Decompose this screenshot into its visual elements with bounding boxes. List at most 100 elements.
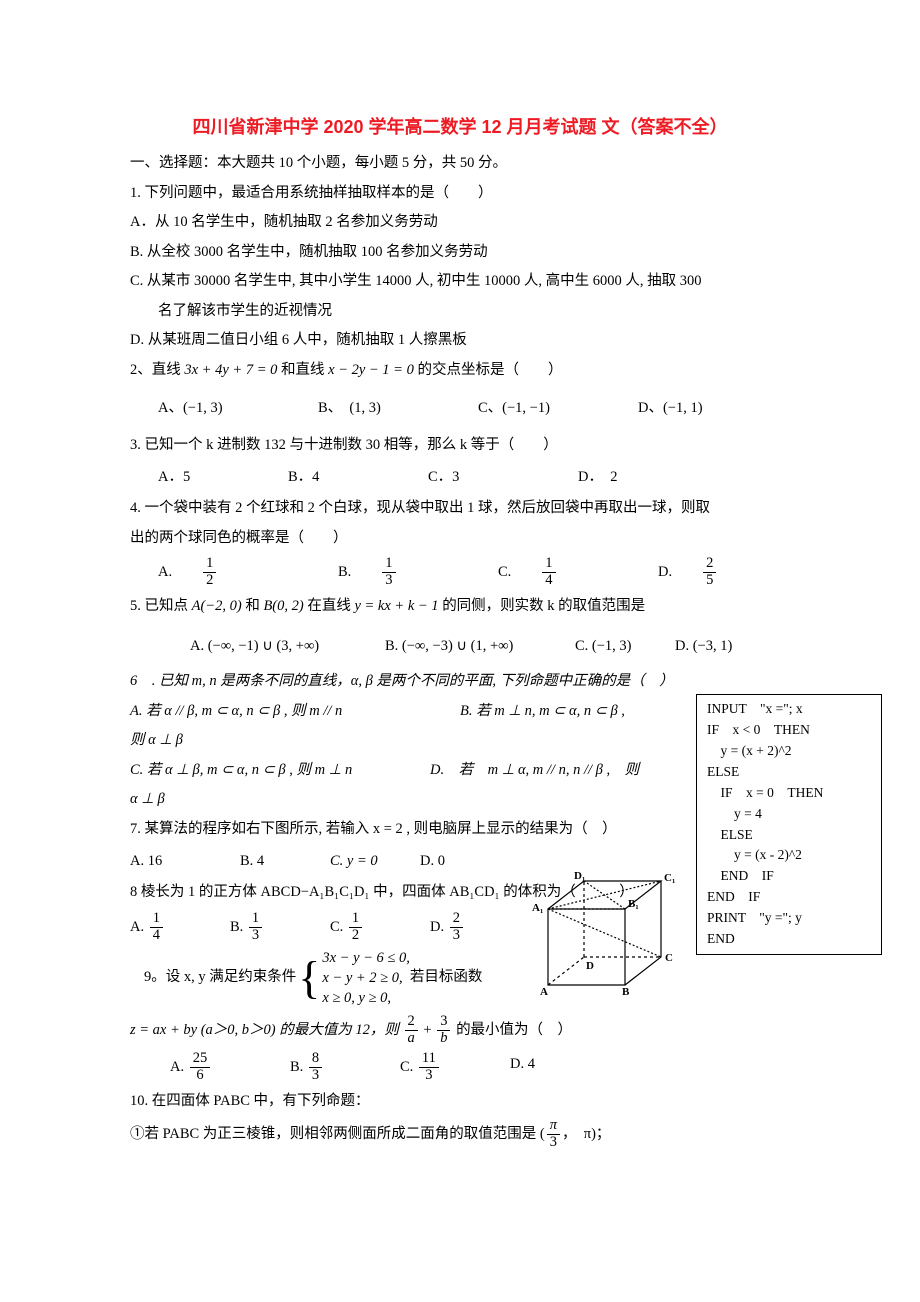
q4-A-den: 2 [203,573,216,589]
cube-label-D1: D₁ [574,870,585,882]
cube-label-A: A [540,986,548,998]
q5-m1: 和 [242,598,264,614]
q8-D-l: D. [430,918,444,934]
q5-opt-B: B. (−∞, −3) ∪ (1, +∞) [385,633,575,661]
q9-f2n: 3 [437,1014,450,1031]
q9-b: 若目标函数 [410,964,483,992]
cube-label-A1: A₁ [532,902,543,914]
q5-stem: 5. 已知点 A(−2, 0) 和 B(0, 2) 在直线 y = kx + k… [130,593,790,621]
q5-pA: A(−2, 0) [192,598,242,614]
q7-options: A. 16 B. 4 C. y = 0 D. 0 [130,848,790,876]
q4-A-label: A. [158,564,172,580]
q9-opt-C: C. 113 [400,1051,510,1084]
q9-f1n: 2 [405,1014,418,1031]
q9-constraints: 3x − y − 6 ≤ 0, x − y + 2 ≥ 0, x ≥ 0, y … [322,948,410,1009]
q3-options: A．5 B．4 C．3 D． 2 [158,464,790,492]
q8-B-l: B. [230,918,243,934]
code-l1: INPUT "x ="; x [707,699,877,720]
q8-opt-D: D. 23 [430,911,465,944]
q4-opt-C: C. 14 [498,556,658,589]
q1-stem: 1. 下列问题中，最适合用系统抽样抽取样本的是（ ） [130,180,790,208]
q4-D-den: 5 [703,573,716,589]
cube-label-C1: C₁ [664,872,675,884]
q10-pd: 3 [547,1135,560,1151]
cube-label-D: D [586,960,594,972]
q9-l2b: 的最小值为（ ） [452,1022,572,1038]
q1-opt-D: D. 从某班周二值日小组 6 人中，随机抽取 1 人擦黑板 [130,327,790,355]
q1-opt-C-cont: 名了解该市学生的近视情况 [130,298,790,326]
q9-r3: x ≥ 0, y ≥ 0, [322,988,410,1008]
q9-stem: 9。设 x, y 满足约束条件 { 3x − y − 6 ≤ 0, x − y … [144,948,790,1009]
q4-D-num: 2 [703,556,716,573]
code-l2: IF x < 0 THEN [707,720,877,741]
q9-options: A. 256 B. 83 C. 113 D. 4 [170,1051,790,1084]
q5-opt-A: A. (−∞, −1) ∪ (3, +∞) [190,633,385,661]
q9-r2: x − y + 2 ≥ 0, [322,968,410,988]
code-l9: END IF [707,866,877,887]
q4-C-label: C. [498,564,511,580]
q2-opt-D: D、(−1, 1) [638,395,703,423]
cube-label-B1: B₁ [628,898,639,910]
q6-row-AB: A. 若 α // β, m ⊂ α, n ⊂ β , 则 m // n B. … [130,698,790,726]
q8-opt-B: B. 13 [230,911,330,944]
q6-opt-B: B. 若 m ⊥ n, m ⊂ α, n ⊂ β , [460,698,625,726]
q9-f2d: b [437,1031,450,1047]
q7-opt-B: B. 4 [240,848,330,876]
q9-a: 9。设 x, y 满足约束条件 [144,964,296,992]
page-title: 四川省新津中学 2020 学年高二数学 12 月月考试题 文（答案不全） [130,110,790,144]
q7-opt-D: D. 0 [420,848,445,876]
q9-A-d: 6 [190,1068,211,1084]
q6-opt-D2: α ⊥ β [130,786,790,814]
q2-opt-B: B、 (1, 3) [318,395,478,423]
q4-C-den: 4 [542,573,555,589]
q9-B-l: B. [290,1059,303,1075]
q6-opt-C: C. 若 α ⊥ β, m ⊂ α, n ⊂ β , 则 m ⊥ n [130,757,430,785]
q4-A-num: 1 [203,556,216,573]
q8-opt-A: A. 14 [130,911,230,944]
q8-B-n: 1 [249,911,262,928]
q4-opt-B: B. 13 [338,556,498,589]
q9-r1: 3x − y − 6 ≤ 0, [322,948,410,968]
q6-opt-D: D. 若 m ⊥ α, m // n, n // β , 则 [430,757,639,785]
code-l12: END [707,929,877,950]
code-l8: y = (x - 2)^2 [707,845,877,866]
code-l6: y = 4 [707,804,877,825]
q8-D-d: 3 [450,928,463,944]
q2-eq2: x − 2y − 1 = 0 [328,362,414,378]
q4-B-label: B. [338,564,351,580]
q5-opt-C: C. (−1, 3) [575,633,675,661]
exam-page: 四川省新津中学 2020 学年高二数学 12 月月考试题 文（答案不全） 一、选… [0,0,920,1193]
q4-opt-D: D. 25 [658,556,718,589]
cube-label-C: C [665,952,673,964]
q10-p1: ①若 PABC 为正三棱锥，则相邻两侧面所成二面角的取值范围是 (π3， π)； [130,1118,790,1151]
q5-b: 的同侧，则实数 k 的取值范围是 [439,598,646,614]
q8-A-d: 4 [150,928,163,944]
q9-C-n: 11 [419,1051,439,1068]
q4-stem: 4. 一个袋中装有 2 个红球和 2 个白球，现从袋中取出 1 球，然后放回袋中… [130,495,790,523]
q4-C-num: 1 [542,556,555,573]
q6-opt-A: A. 若 α // β, m ⊂ α, n ⊂ β , 则 m // n [130,698,460,726]
algorithm-code-box: INPUT "x ="; x IF x < 0 THEN y = (x + 2)… [696,694,882,955]
q9-C-l: C. [400,1059,413,1075]
q9-opt-A: A. 256 [170,1051,290,1084]
q5-options: A. (−∞, −1) ∪ (3, +∞) B. (−∞, −3) ∪ (1, … [190,633,790,661]
q3-opt-B: B．4 [288,464,428,492]
q2-text-a: 2、直线 [130,362,184,378]
q9-B-n: 8 [309,1051,322,1068]
q1-opt-B: B. 从全校 3000 名学生中，随机抽取 100 名参加义务劳动 [130,239,790,267]
q2-mid: 和直线 [277,362,328,378]
q1-opt-A: A．从 10 名学生中，随机抽取 2 名参加义务劳动 [130,209,790,237]
q9-opt-B: B. 83 [290,1051,400,1084]
q9-l2a: z = ax + by (a＞0, b＞0) 的最大值为 12，则 [130,1022,403,1038]
q8-options: A. 14 B. 13 C. 12 D. 23 [130,911,790,944]
q5-eq: y = kx + k − 1 [354,598,438,614]
q6-stem: 6 . 已知 m, n 是两条不同的直线，α, β 是两个不同的平面, 下列命题… [130,668,790,696]
q9-plus: + [420,1022,435,1038]
q2-opt-A: A、(−1, 3) [158,395,318,423]
q4-B-den: 3 [382,573,395,589]
q6-row-CD: C. 若 α ⊥ β, m ⊂ α, n ⊂ β , 则 m ⊥ n D. 若 … [130,757,790,785]
q8-stem: 8 棱长为 1 的正方体 ABCD−A₁B₁C₁D₁ 中，四面体 AB₁CD₁ … [130,879,790,907]
q8-B-d: 3 [249,928,262,944]
q5-opt-D: D. (−3, 1) [675,633,732,661]
q9-A-l: A. [170,1059,184,1075]
